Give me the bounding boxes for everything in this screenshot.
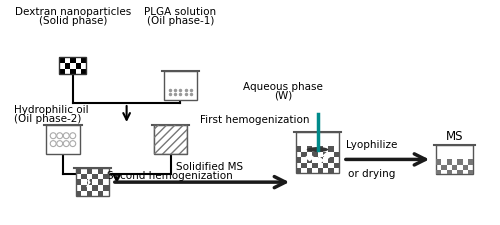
Bar (76, 191, 82, 196)
Bar (442, 165, 446, 170)
Bar (306, 168, 312, 173)
Text: Aqueous phase: Aqueous phase (244, 82, 323, 92)
FancyBboxPatch shape (154, 125, 188, 155)
Text: PLGA solution: PLGA solution (144, 7, 216, 17)
Bar (92, 185, 98, 191)
Bar (76, 180, 82, 185)
Text: or drying: or drying (348, 169, 395, 179)
FancyBboxPatch shape (296, 132, 339, 173)
Bar (334, 163, 339, 168)
Bar (312, 163, 318, 168)
Bar (81, 57, 86, 63)
Bar (318, 157, 323, 163)
Bar (306, 157, 312, 163)
Polygon shape (86, 176, 90, 187)
Text: First hemogenization: First hemogenization (200, 115, 310, 125)
Bar (312, 152, 318, 157)
Bar (296, 146, 302, 152)
Bar (87, 191, 92, 196)
Bar (98, 168, 103, 174)
Bar (92, 174, 98, 180)
Bar (323, 152, 328, 157)
Polygon shape (314, 156, 324, 164)
Bar (436, 170, 442, 174)
Bar (87, 168, 92, 174)
Bar (81, 69, 86, 74)
Bar (446, 170, 452, 174)
Bar (328, 157, 334, 163)
Bar (76, 168, 82, 174)
Bar (318, 146, 323, 152)
Bar (462, 165, 468, 170)
Bar (70, 57, 75, 63)
Bar (328, 146, 334, 152)
Bar (59, 57, 86, 74)
FancyBboxPatch shape (46, 125, 80, 155)
Bar (318, 168, 323, 173)
Bar (154, 125, 188, 155)
Bar (59, 69, 64, 74)
Text: Dextran nanoparticles: Dextran nanoparticles (14, 7, 131, 17)
Text: Second hemogenization: Second hemogenization (107, 171, 233, 181)
Bar (104, 174, 109, 180)
Bar (302, 163, 306, 168)
Bar (334, 152, 339, 157)
Text: (W): (W) (274, 90, 292, 100)
Bar (302, 152, 306, 157)
Bar (296, 157, 302, 163)
Bar (436, 160, 442, 165)
Text: (Oil phase-2): (Oil phase-2) (14, 114, 82, 124)
Text: (Solid phase): (Solid phase) (38, 16, 107, 26)
Bar (59, 57, 64, 63)
Text: Lyophilize: Lyophilize (346, 140, 397, 150)
Text: (Oil phase-1): (Oil phase-1) (147, 16, 214, 26)
Bar (457, 170, 462, 174)
FancyBboxPatch shape (76, 168, 109, 196)
Bar (446, 160, 452, 165)
Bar (296, 168, 302, 173)
Bar (87, 180, 92, 185)
Bar (98, 180, 103, 185)
Bar (98, 191, 103, 196)
FancyBboxPatch shape (164, 70, 197, 100)
Bar (328, 168, 334, 173)
Ellipse shape (306, 147, 328, 152)
Bar (323, 163, 328, 168)
Text: MS: MS (446, 130, 464, 143)
Bar (468, 170, 473, 174)
Bar (104, 185, 109, 191)
Text: Solidified MS: Solidified MS (176, 162, 242, 172)
Bar (76, 63, 81, 69)
Bar (70, 69, 75, 74)
Polygon shape (305, 153, 314, 161)
Bar (468, 160, 473, 165)
Bar (457, 160, 462, 165)
Bar (64, 63, 70, 69)
Bar (82, 174, 87, 180)
FancyBboxPatch shape (436, 145, 473, 174)
Bar (306, 146, 312, 152)
Text: Hydrophilic oil: Hydrophilic oil (14, 105, 88, 115)
Bar (452, 165, 457, 170)
Polygon shape (322, 151, 332, 160)
Bar (82, 185, 87, 191)
